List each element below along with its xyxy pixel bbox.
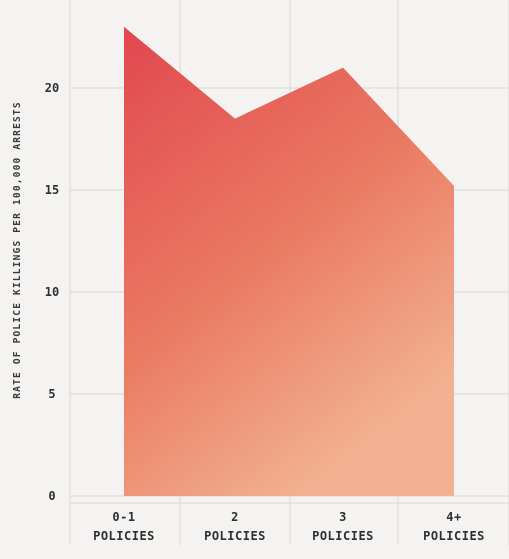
- x-tick-label-line2: POLICIES: [312, 529, 374, 543]
- x-tick-label-line2: POLICIES: [93, 529, 155, 543]
- x-tick-label-line2: POLICIES: [423, 529, 485, 543]
- y-axis-title: RATE OF POLICE KILLINGS PER 100,000 ARRE…: [12, 101, 23, 399]
- x-tick-label-line1: 0-1: [112, 510, 135, 524]
- y-axis-ticks: 0 5 10 15 20: [45, 81, 59, 503]
- y-tick-label: 10: [45, 285, 59, 299]
- x-axis-ticks: 0-1 POLICIES 2 POLICIES 3 POLICIES 4+ POLICIES: [93, 510, 485, 543]
- y-tick-label: 0: [48, 489, 55, 503]
- x-tick-label-line1: 3: [339, 510, 347, 524]
- y-tick-label: 5: [48, 387, 55, 401]
- x-tick-label-line1: 4+: [446, 510, 461, 524]
- y-tick-label: 15: [45, 183, 59, 197]
- y-tick-label: 20: [45, 81, 59, 95]
- x-tick-label-line1: 2: [231, 510, 239, 524]
- x-tick-label-line2: POLICIES: [204, 529, 266, 543]
